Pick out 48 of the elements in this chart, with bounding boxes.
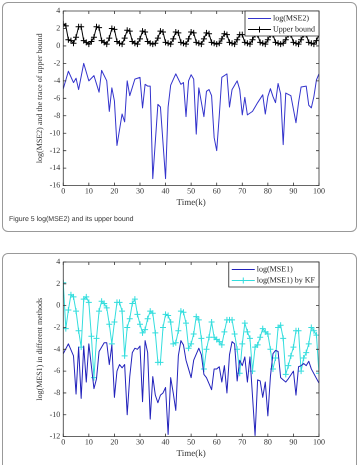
x-tick-label: 40	[162, 437, 170, 446]
y-tick-label: 0	[56, 300, 60, 310]
y-tick-label: -10	[50, 410, 60, 419]
x-tick-label: 50	[187, 186, 196, 196]
y-tick-label: -2	[54, 58, 60, 68]
x-tick-label: 20	[110, 437, 118, 446]
x-tick-label: 90	[289, 437, 298, 446]
y-tick-label: 4	[56, 257, 60, 266]
legend-label: log(MSE1) by KF	[256, 276, 316, 285]
y-tick-label: -4	[54, 344, 60, 354]
y-tick-label: 2	[56, 24, 60, 33]
x-tick-label: 40	[162, 186, 170, 196]
y-tick-label: -8	[54, 388, 60, 398]
y-tick-label: -6	[54, 93, 60, 102]
y-tick-label: -16	[50, 180, 60, 190]
x-axis-title: Time(k)	[176, 448, 206, 458]
x-tick-label: 80	[264, 437, 272, 446]
y-axis-title: log(MES1) in different methods	[34, 298, 44, 401]
x-tick-label: 60	[212, 437, 221, 446]
x-tick-label: 20	[110, 186, 118, 196]
y-tick-label: -6	[54, 366, 60, 376]
y-tick-label: 0	[56, 41, 60, 50]
x-tick-label: 80	[264, 186, 272, 196]
x-tick-label: 60	[212, 186, 221, 196]
x-tick-label: 70	[238, 186, 246, 196]
y-tick-label: 4	[56, 6, 60, 16]
y-tick-label: -2	[54, 322, 60, 332]
y-axis-title: log(MSE2) and the trace of upper bound	[34, 33, 44, 164]
y-tick-label: -12	[50, 432, 60, 441]
legend-label: log(MSE1)	[256, 264, 294, 274]
x-tick-label: 70	[238, 437, 246, 446]
x-axis-title: Time(k)	[176, 196, 206, 207]
legend-label: log(MSE2)	[273, 14, 310, 23]
legend-label: Upper bound	[273, 24, 316, 34]
y-tick-label: -8	[54, 110, 60, 120]
y-tick-label: -14	[50, 163, 60, 172]
x-tick-label: 100	[313, 437, 325, 446]
x-tick-label: 30	[136, 186, 144, 196]
x-tick-label: 10	[84, 437, 93, 446]
x-tick-label: 10	[84, 186, 93, 196]
y-tick-label: -4	[54, 76, 60, 85]
y-tick-label: 2	[56, 278, 60, 288]
y-tick-label: -12	[50, 146, 60, 155]
y-tick-label: -10	[50, 128, 60, 138]
x-tick-label: 30	[136, 437, 144, 446]
x-tick-label: 50	[187, 437, 196, 446]
x-tick-label: 90	[289, 186, 298, 196]
x-tick-label: 100	[313, 186, 325, 196]
